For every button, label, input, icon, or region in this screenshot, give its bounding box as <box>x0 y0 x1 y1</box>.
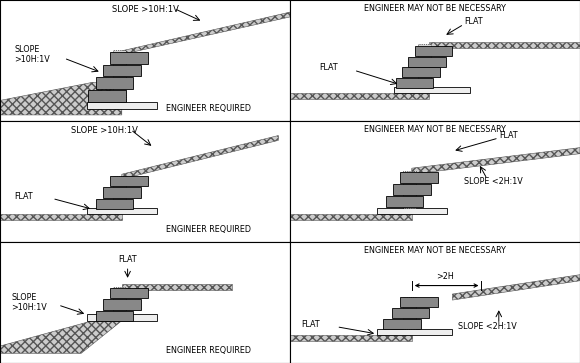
Bar <box>103 65 140 76</box>
Text: ENGINEER REQUIRED: ENGINEER REQUIRED <box>166 346 251 355</box>
Polygon shape <box>0 214 122 220</box>
Text: SLOPE >10H:1V: SLOPE >10H:1V <box>71 126 138 135</box>
Bar <box>103 299 140 310</box>
Bar <box>392 308 429 318</box>
Text: FLAT: FLAT <box>499 131 517 140</box>
Text: FLAT: FLAT <box>319 63 338 72</box>
Bar <box>110 288 148 298</box>
Bar <box>383 319 420 329</box>
Bar <box>408 57 446 66</box>
Bar <box>113 50 126 101</box>
Polygon shape <box>290 335 412 341</box>
Text: SLOPE
>10H:1V: SLOPE >10H:1V <box>12 293 48 312</box>
Polygon shape <box>122 135 278 179</box>
Bar <box>96 311 133 321</box>
Bar <box>88 90 126 102</box>
Bar <box>87 102 157 109</box>
Text: FLAT: FLAT <box>14 192 33 200</box>
Text: ENGINEER MAY NOT BE NECESSARY: ENGINEER MAY NOT BE NECESSARY <box>364 4 506 13</box>
Bar <box>386 196 423 207</box>
Bar <box>87 208 157 214</box>
Bar <box>403 297 416 329</box>
Bar <box>393 184 430 195</box>
Polygon shape <box>122 12 290 54</box>
Polygon shape <box>452 275 580 300</box>
Bar <box>110 52 148 64</box>
Bar <box>110 176 148 186</box>
Bar <box>402 68 440 77</box>
Bar <box>96 199 133 209</box>
Text: SLOPE
>10H:1V: SLOPE >10H:1V <box>14 45 50 64</box>
Text: FLAT: FLAT <box>118 255 137 264</box>
Bar <box>415 46 452 56</box>
Polygon shape <box>290 214 412 220</box>
Polygon shape <box>0 321 122 353</box>
Bar <box>96 77 133 89</box>
Bar <box>400 297 438 307</box>
Bar <box>400 172 438 183</box>
Text: ENGINEER REQUIRED: ENGINEER REQUIRED <box>166 103 251 113</box>
Bar <box>113 287 126 314</box>
Bar <box>377 208 447 214</box>
Text: SLOPE <2H:1V: SLOPE <2H:1V <box>458 322 517 331</box>
Text: FLAT: FLAT <box>464 17 483 26</box>
Text: SLOPE >10H:1V: SLOPE >10H:1V <box>111 5 179 14</box>
Polygon shape <box>412 148 580 174</box>
Polygon shape <box>290 93 429 99</box>
Polygon shape <box>429 42 580 48</box>
Polygon shape <box>0 82 122 115</box>
Bar <box>87 314 157 321</box>
Text: FLAT: FLAT <box>302 320 320 329</box>
Bar <box>377 329 452 335</box>
Text: ENGINEER MAY NOT BE NECESSARY: ENGINEER MAY NOT BE NECESSARY <box>364 246 506 254</box>
Bar <box>403 171 416 208</box>
Polygon shape <box>122 284 232 290</box>
Text: SLOPE <2H:1V: SLOPE <2H:1V <box>464 177 523 186</box>
Bar <box>396 78 433 88</box>
Bar <box>394 86 470 93</box>
Text: ENGINEER REQUIRED: ENGINEER REQUIRED <box>166 225 251 233</box>
Text: >2H: >2H <box>436 272 454 281</box>
Bar <box>418 44 430 86</box>
Text: ENGINEER MAY NOT BE NECESSARY: ENGINEER MAY NOT BE NECESSARY <box>364 125 506 134</box>
Bar <box>113 176 126 208</box>
Bar <box>103 187 140 198</box>
